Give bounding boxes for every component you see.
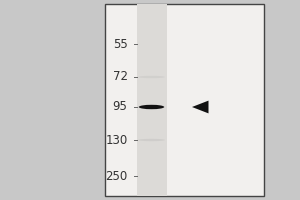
Bar (136, 4, 166, 196)
Text: 95: 95 (112, 100, 128, 114)
Text: 55: 55 (113, 38, 128, 50)
Bar (105, 4, 264, 196)
Ellipse shape (139, 105, 164, 109)
Text: 250: 250 (105, 170, 128, 182)
Polygon shape (192, 101, 208, 113)
Ellipse shape (138, 139, 165, 141)
Text: 130: 130 (105, 134, 128, 146)
Text: 72: 72 (112, 71, 128, 84)
Ellipse shape (138, 76, 165, 78)
